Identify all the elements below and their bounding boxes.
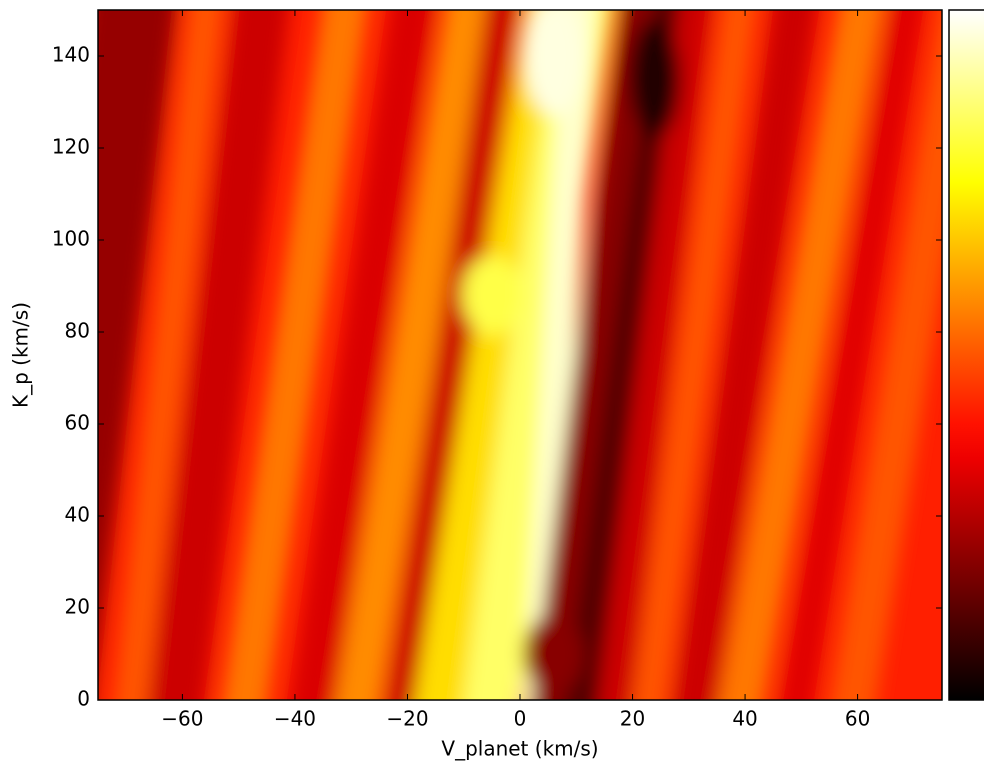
x-tick-label: 40 <box>732 707 757 731</box>
y-tick-label: 40 <box>65 503 90 527</box>
y-tick-label: 120 <box>52 135 90 159</box>
heat-band <box>335 10 491 700</box>
y-tick-label: 140 <box>52 43 90 67</box>
y-tick-label: 100 <box>52 227 90 251</box>
y-tick-label: 60 <box>65 411 90 435</box>
x-tick-label: 20 <box>620 707 645 731</box>
heat-band <box>780 10 924 700</box>
heat-band <box>531 10 655 700</box>
heat-band <box>719 10 884 700</box>
heat-band <box>672 10 818 700</box>
heat-band <box>148 10 290 700</box>
heat-band <box>222 10 368 700</box>
heat-band <box>632 10 756 700</box>
heat-spot <box>461 255 522 336</box>
heat-band <box>98 10 177 654</box>
heat-spot <box>523 10 584 116</box>
heatmap-bands <box>98 10 942 700</box>
colorbar <box>948 9 984 701</box>
y-tick-label: 0 <box>77 687 90 711</box>
heat-band <box>290 10 435 700</box>
x-axis-label: V_planet (km/s) <box>441 737 598 761</box>
heat-band <box>522 10 597 700</box>
heat-spot <box>630 19 681 139</box>
y-tick-label: 80 <box>65 319 90 343</box>
heat-band <box>114 10 223 700</box>
x-tick-label: −20 <box>386 707 428 731</box>
heatmap-image <box>98 10 942 700</box>
x-tick-label: −40 <box>274 707 316 731</box>
heat-band <box>831 10 942 700</box>
y-axis-label: K_p (km/s) <box>9 302 33 408</box>
heat-band <box>598 10 712 700</box>
x-tick-label: −60 <box>161 707 203 731</box>
heat-spot <box>523 614 584 694</box>
x-tick-label: 0 <box>514 707 527 731</box>
y-tick-label: 20 <box>65 595 90 619</box>
heat-band <box>385 10 520 700</box>
x-tick-label: 60 <box>845 707 870 731</box>
